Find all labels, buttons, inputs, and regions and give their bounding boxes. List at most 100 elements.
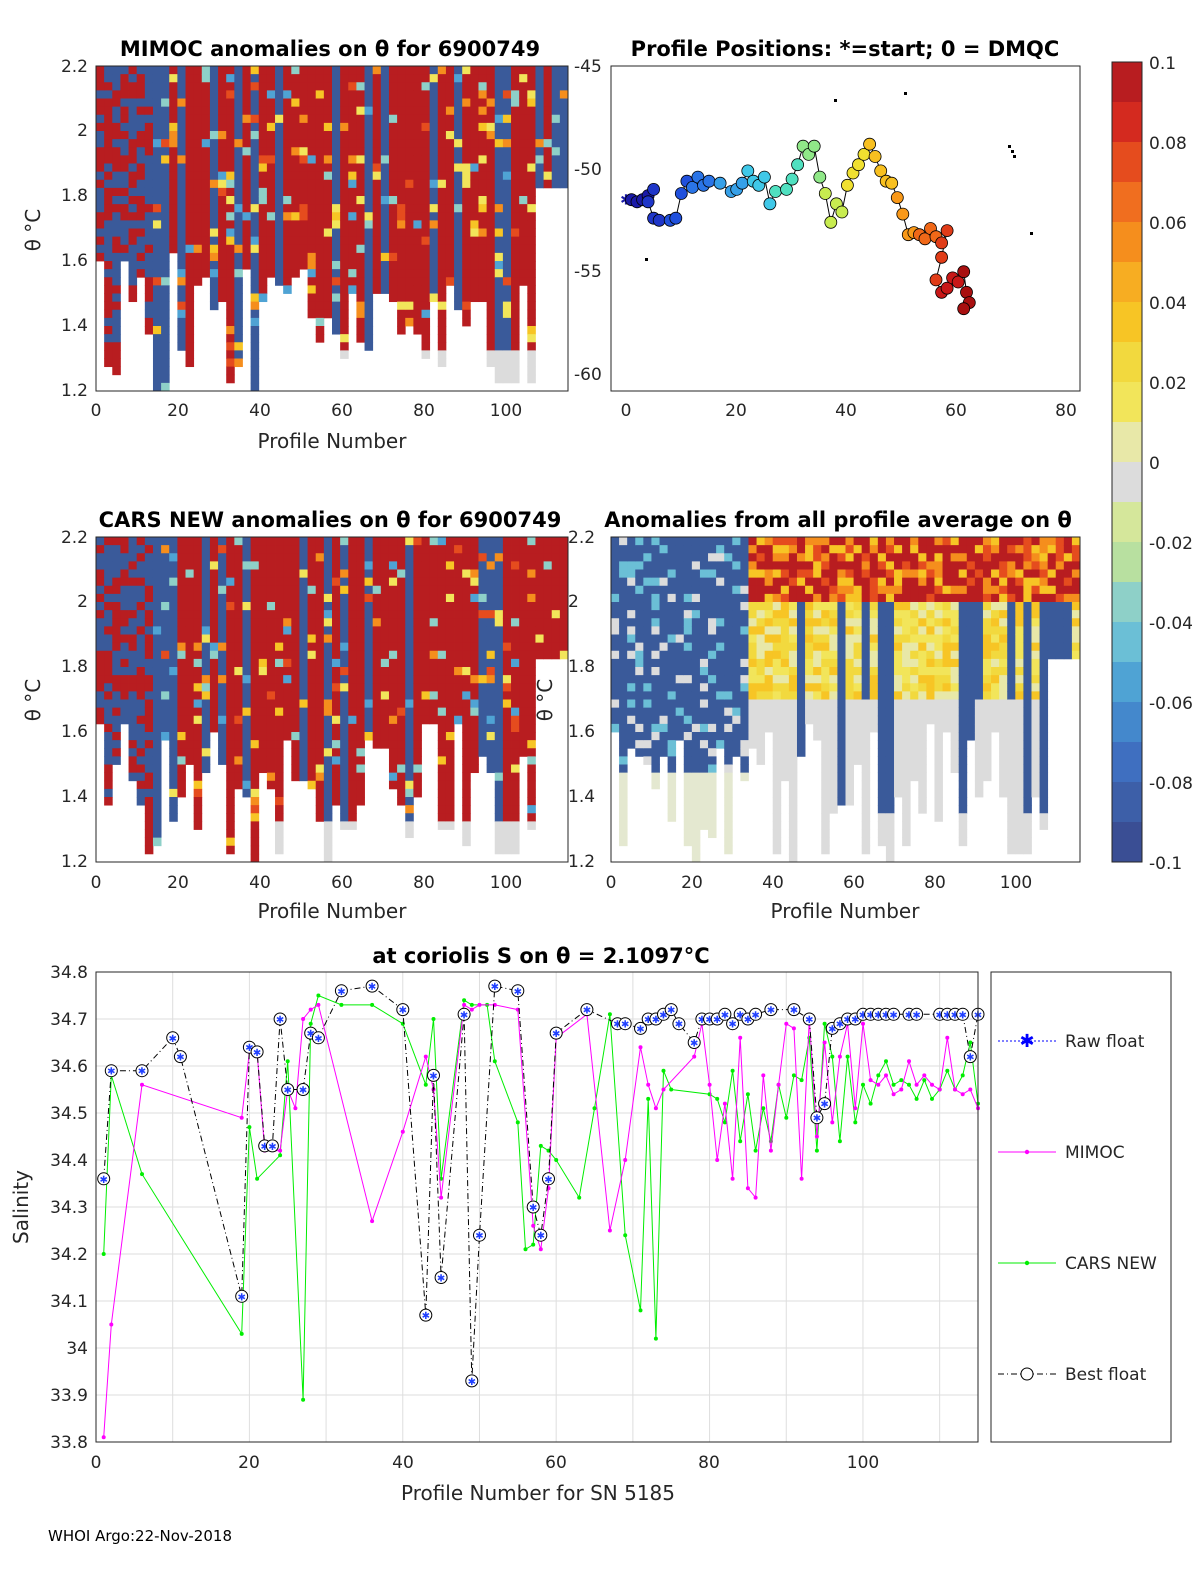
heatmap-cell: [152, 667, 162, 676]
heatmap-cell: [136, 212, 146, 221]
heatmap-cell: [462, 585, 471, 595]
heatmap-cell: [275, 650, 284, 660]
heatmap-cell: [486, 634, 496, 644]
heatmap-cell: [136, 699, 146, 709]
heatmap-cell: [724, 715, 733, 725]
heatmap-cell: [494, 236, 504, 246]
heatmap-cell: [527, 244, 536, 254]
heatmap-cell: [788, 845, 798, 855]
heatmap-cell: [144, 691, 154, 700]
heatmap-cell: [494, 269, 504, 278]
heatmap-cell: [756, 642, 766, 652]
heatmap-cell: [323, 650, 333, 660]
heatmap-cell: [299, 66, 308, 75]
heatmap-cell: [691, 569, 701, 579]
heatmap-cell: [519, 252, 528, 262]
heatmap-cell: [478, 642, 488, 652]
heatmap-cell: [934, 545, 943, 554]
heatmap-cell: [724, 780, 733, 790]
heatmap-cell: [226, 772, 235, 782]
heatmap-cell: [910, 626, 919, 635]
heatmap-cell: [364, 90, 374, 99]
heatmap-cell: [234, 196, 243, 205]
heatmap-cell: [258, 667, 268, 676]
heatmap-cell: [218, 618, 227, 627]
heatmap-cell: [405, 829, 414, 839]
heatmap-cell: [380, 658, 390, 668]
heatmap-cell: [380, 634, 390, 644]
heatmap-cell: [543, 610, 553, 619]
heatmap-cell: [185, 309, 195, 319]
heatmap-cell: [683, 813, 693, 822]
heatmap-cell: [821, 577, 830, 587]
heatmap-cell: [502, 723, 512, 733]
heatmap-cell: [258, 537, 268, 546]
heatmap-cell: [675, 577, 685, 587]
heatmap-cell: [519, 569, 528, 579]
heatmap-cell: [559, 577, 569, 587]
heatmap-cell: [161, 204, 170, 213]
heatmap-cell: [348, 187, 357, 197]
heatmap-cell: [486, 114, 496, 124]
heatmap-cell: [421, 593, 431, 603]
heatmap-cell: [527, 748, 536, 757]
heatmap-cell: [144, 577, 154, 587]
heatmap-cell: [120, 139, 129, 148]
heatmap-cell: [519, 610, 528, 619]
heatmap-cell: [780, 642, 790, 652]
heatmap-cell: [611, 610, 620, 619]
bathymetry-speck: [834, 99, 837, 102]
heatmap-cell: [388, 699, 398, 709]
heatmap-cell: [519, 163, 528, 173]
heatmap-cell: [104, 780, 113, 790]
heatmap-cell: [716, 553, 725, 562]
heatmap-cell: [275, 179, 284, 189]
heatmap-cell: [266, 553, 276, 562]
heatmap-cell: [242, 537, 252, 546]
heatmap-cell: [724, 723, 733, 733]
heatmap-cell: [340, 626, 349, 635]
heatmap-cell: [691, 772, 701, 782]
heatmap-cell: [494, 610, 504, 619]
heatmap-cell: [478, 537, 488, 546]
heatmap-cell: [511, 756, 520, 765]
heatmap-cell: [675, 723, 685, 733]
heatmap-cell: [388, 732, 398, 741]
heatmap-cell: [226, 805, 235, 814]
heatmap-cell: [511, 821, 520, 830]
heatmap-cell: [486, 334, 496, 343]
positions-ytick: -60: [574, 365, 602, 385]
heatmap-cell: [218, 171, 227, 181]
heatmap-cell: [527, 293, 536, 303]
heatmap-cell: [748, 699, 757, 709]
heatmap-cell: [340, 764, 349, 774]
heatmap-cell: [683, 585, 693, 595]
heatmap-cell: [266, 122, 276, 132]
heatmap-cell: [470, 764, 479, 774]
heatmap-cell: [226, 569, 235, 579]
heatmap-cell: [372, 90, 382, 99]
profile-position-marker: [647, 182, 660, 196]
heatmap-cell: [437, 261, 447, 270]
heatmap-cell: [511, 845, 520, 855]
heatmap-cell: [185, 131, 195, 140]
heatmap-cell: [413, 277, 422, 286]
heatmap-cell: [934, 593, 943, 603]
heatmap-cell: [275, 269, 284, 278]
heatmap-cell: [748, 650, 757, 660]
heatmap-cell: [708, 764, 717, 774]
heatmap-cell: [340, 723, 349, 733]
heatmap-cell: [740, 772, 749, 782]
heatmap-cell: [543, 585, 553, 595]
heatmap-cell: [136, 756, 146, 765]
heatmap-cell: [340, 667, 349, 676]
heatmap-cell: [894, 748, 903, 757]
heatmap-cell: [96, 561, 105, 570]
heatmap-cell: [934, 569, 943, 579]
heatmap-cell: [315, 163, 325, 173]
panel-cars-title: CARS NEW anomalies on θ for 6900749: [99, 508, 562, 532]
heatmap-cell: [226, 187, 235, 197]
heatmap-cell: [511, 813, 520, 822]
heatmap-cell: [340, 658, 349, 668]
heatmap-cell: [918, 788, 927, 798]
